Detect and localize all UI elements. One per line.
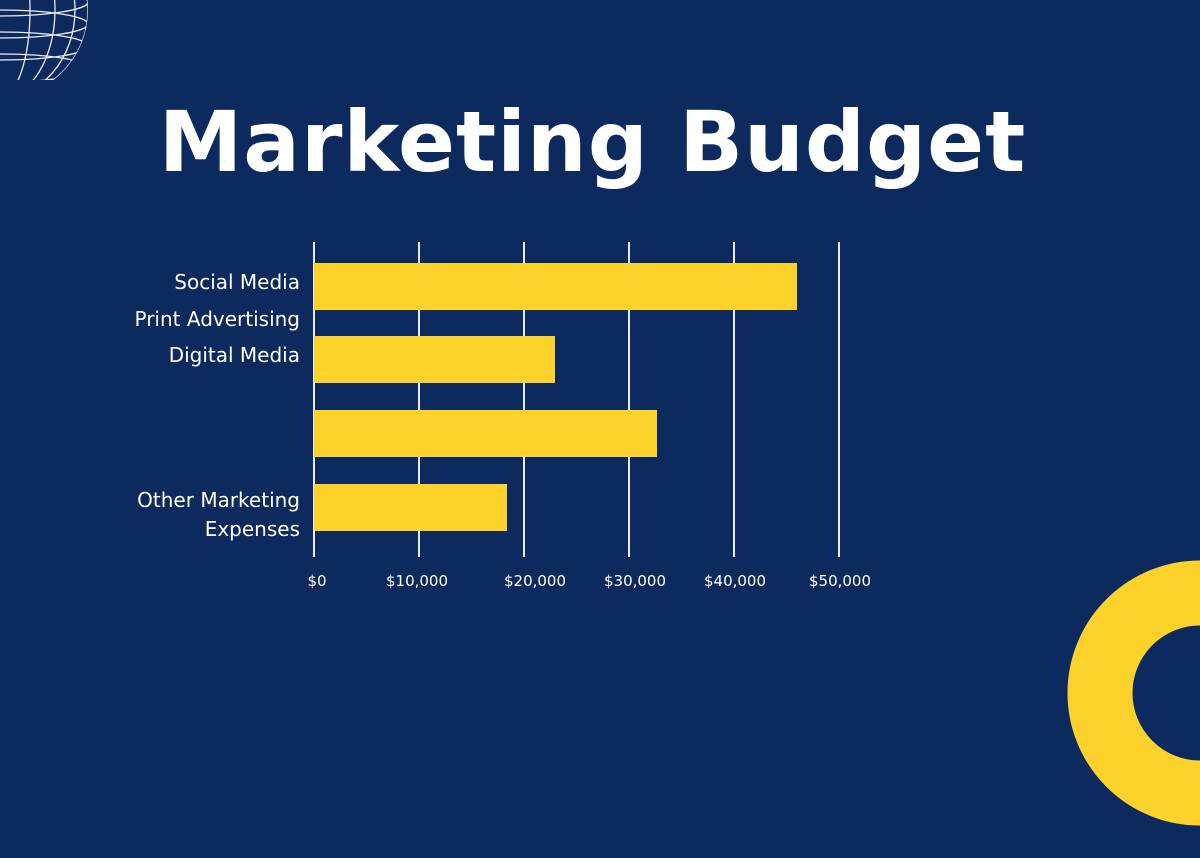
gridline [523, 242, 525, 557]
globe-wireframe-decoration [0, 0, 88, 80]
x-tick-label: $20,000 [503, 572, 567, 590]
x-tick-label: $50,000 [808, 572, 872, 590]
gridline [838, 242, 840, 557]
gridline [313, 242, 315, 557]
bar-chart: Social Media Print Advertising Digital M… [134, 242, 872, 590]
category-label: Other Marketing [137, 488, 300, 512]
x-tick-label: $30,000 [603, 572, 667, 590]
x-tick-label: $10,000 [385, 572, 449, 590]
x-tick-label: $0 [307, 572, 327, 590]
gridline [628, 242, 630, 557]
bar-social-media [314, 263, 797, 310]
bar-digital-media [314, 410, 657, 457]
gridline [418, 242, 420, 557]
category-label: Print Advertising [134, 307, 301, 331]
bar-print-advertising [314, 336, 555, 383]
category-label: Digital Media [168, 343, 300, 367]
category-label: Expenses [204, 517, 300, 541]
x-tick-label: $40,000 [703, 572, 767, 590]
bar-other-marketing-expenses [314, 484, 507, 531]
page-title: Marketing Budget [158, 93, 1027, 191]
category-label: Social Media [174, 270, 300, 294]
gridline [733, 242, 735, 557]
